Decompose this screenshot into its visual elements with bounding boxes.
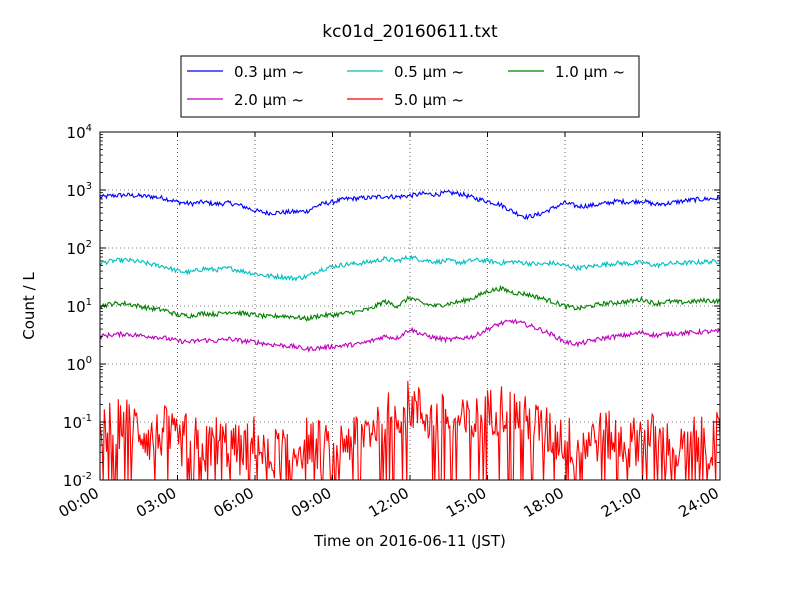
y-tick-base: 10 bbox=[67, 240, 86, 258]
y-tick-base: 10 bbox=[63, 414, 82, 432]
series-line bbox=[100, 189, 720, 221]
series-line bbox=[100, 318, 720, 354]
series-line bbox=[100, 284, 720, 322]
y-tick-base: 10 bbox=[67, 298, 86, 316]
y-tick-label: 10-1 bbox=[63, 413, 92, 432]
legend-label: 0.5 μm ~ bbox=[394, 63, 464, 81]
series-group bbox=[100, 189, 720, 480]
series-line bbox=[100, 380, 720, 480]
y-axis-label: Count / L bbox=[20, 272, 38, 340]
y-tick-label: 10-2 bbox=[63, 471, 92, 490]
chart-title: kc01d_20160611.txt bbox=[322, 22, 498, 42]
legend: 0.3 μm ~ 0.5 μm ~ 1.0 μm ~ 2.0 μm ~ 5.0 μm ~ bbox=[180, 55, 640, 118]
y-tick-base: 10 bbox=[67, 356, 86, 374]
y-tick-label: 102 bbox=[67, 239, 92, 258]
y-tick-exponent: -2 bbox=[82, 471, 92, 482]
legend-label: 2.0 μm ~ bbox=[234, 91, 304, 109]
y-tick-exponent: 4 bbox=[86, 123, 92, 134]
x-axis-label: Time on 2016-06-11 (JST) bbox=[313, 532, 506, 550]
y-tick-label: 104 bbox=[67, 123, 92, 142]
y-tick-exponent: 0 bbox=[86, 355, 92, 366]
y-tick-exponent: 2 bbox=[86, 239, 92, 250]
legend-label: 0.3 μm ~ bbox=[234, 63, 304, 81]
y-tick-label: 100 bbox=[67, 355, 92, 374]
y-tick-label: 103 bbox=[67, 181, 92, 200]
legend-frame bbox=[180, 55, 640, 118]
y-tick-label: 101 bbox=[67, 297, 92, 316]
ticks bbox=[99, 131, 721, 481]
y-tick-exponent: 3 bbox=[86, 181, 92, 192]
y-tick-exponent: 1 bbox=[86, 297, 92, 308]
y-tick-exponent: -1 bbox=[82, 413, 92, 424]
y-tick-base: 10 bbox=[67, 182, 86, 200]
y-tick-base: 10 bbox=[63, 472, 82, 490]
legend-label: 5.0 μm ~ bbox=[394, 91, 464, 109]
y-tick-base: 10 bbox=[67, 124, 86, 142]
series-line bbox=[100, 254, 720, 282]
legend-label: 1.0 μm ~ bbox=[555, 63, 625, 81]
